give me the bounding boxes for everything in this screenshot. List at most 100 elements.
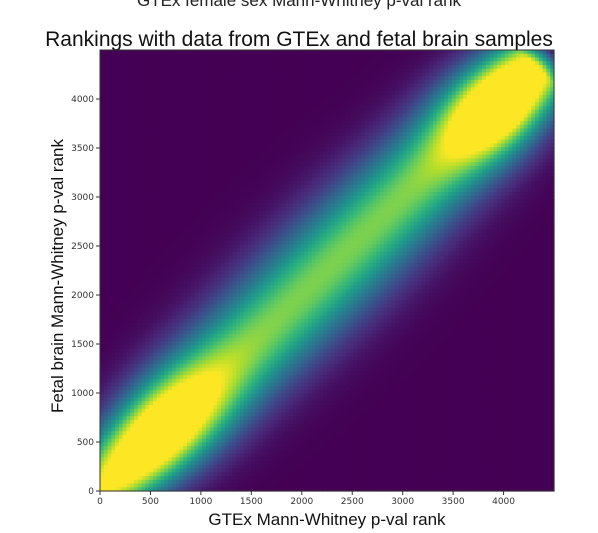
heatmap-cell (137, 169, 143, 174)
heatmap-cell (187, 87, 192, 92)
heatmap-cell (217, 427, 222, 432)
heatmap-cell (236, 218, 241, 223)
heatmap-cell (149, 132, 154, 137)
heatmap-cell (213, 68, 218, 74)
heatmap-cell (122, 476, 128, 481)
heatmap-cell (213, 150, 218, 156)
heatmap-cell (103, 352, 109, 358)
heatmap-cell (190, 479, 196, 485)
heatmap-cell (239, 322, 245, 328)
heatmap-cell (239, 91, 245, 96)
heatmap-cell (118, 98, 124, 103)
heatmap-cell (187, 98, 192, 103)
heatmap-cell (168, 442, 173, 447)
heatmap-cell (152, 154, 158, 159)
heatmap-cell (221, 206, 226, 212)
heatmap-cell (175, 277, 181, 283)
heatmap-cell (115, 72, 120, 77)
heatmap-cell (122, 132, 128, 137)
heatmap-cell (145, 296, 150, 301)
heatmap-cell (243, 83, 249, 88)
heatmap-cell (118, 240, 124, 245)
heatmap-cell (111, 304, 116, 309)
heatmap-cell (198, 300, 203, 305)
heatmap-cell (232, 483, 237, 488)
heatmap-cell (111, 386, 116, 391)
heatmap-cell (100, 423, 105, 429)
heatmap-cell (168, 192, 173, 197)
heatmap-cell (224, 431, 230, 436)
heatmap-cell (213, 192, 218, 197)
heatmap-cell (258, 180, 264, 186)
heatmap-cell (228, 446, 234, 451)
heatmap-cell (198, 270, 203, 275)
heatmap-cell (164, 457, 169, 462)
heatmap-cell (137, 363, 143, 369)
heatmap-cell (130, 442, 135, 447)
heatmap-cell (103, 337, 109, 343)
heatmap-cell (239, 221, 245, 227)
heatmap-cell (228, 453, 234, 458)
heatmap-cell (107, 292, 112, 298)
heatmap-cell (247, 117, 252, 122)
heatmap-cell (183, 259, 188, 264)
heatmap-cell (236, 135, 241, 141)
heatmap-cell (168, 483, 173, 488)
heatmap-cell (187, 270, 192, 275)
heatmap-cell (141, 173, 146, 178)
heatmap-cell (202, 109, 207, 115)
heatmap-cell (213, 285, 218, 290)
heatmap-cell (209, 386, 215, 391)
heatmap-cell (243, 124, 249, 130)
heatmap-cell (175, 180, 181, 186)
heatmap-cell (198, 337, 203, 343)
heatmap-cell (228, 322, 234, 328)
heatmap-cell (187, 348, 192, 354)
heatmap-cell (202, 91, 207, 96)
heatmap-cell (156, 289, 162, 294)
heatmap-cell (236, 483, 241, 488)
heatmap-cell (205, 244, 211, 249)
heatmap-cell (100, 390, 105, 395)
heatmap-cell (224, 106, 230, 111)
heatmap-cell (202, 102, 207, 107)
heatmap-cell (187, 285, 192, 290)
heatmap-cell (251, 427, 256, 432)
heatmap-cell (107, 367, 112, 373)
heatmap-cell (251, 352, 256, 358)
heatmap-cell (164, 277, 169, 283)
heatmap-cell (156, 330, 162, 335)
heatmap-cell (228, 427, 234, 432)
heatmap-cell (152, 117, 158, 122)
heatmap-cell (179, 274, 184, 279)
heatmap-cell (183, 206, 188, 212)
heatmap-cell (194, 57, 199, 62)
heatmap-cell (213, 487, 218, 492)
heatmap-cell (164, 162, 169, 167)
heatmap-cell (118, 169, 124, 174)
heatmap-cell (221, 113, 226, 118)
heatmap-cell (236, 240, 241, 245)
heatmap-cell (213, 464, 218, 470)
heatmap-cell (228, 206, 234, 212)
heatmap-cell (160, 479, 165, 485)
heatmap-cell (126, 203, 131, 208)
heatmap-cell (232, 255, 237, 260)
heatmap-cell (232, 292, 237, 298)
heatmap-cell (156, 64, 162, 70)
heatmap-cell (243, 102, 249, 107)
heatmap-cell (179, 233, 184, 238)
heatmap-cell (217, 390, 222, 395)
heatmap-cell (156, 461, 162, 466)
heatmap-cell (160, 158, 165, 163)
heatmap-cell (107, 311, 112, 316)
heatmap-cell (213, 423, 218, 429)
heatmap-cell (194, 438, 199, 444)
heatmap-cell (164, 427, 169, 432)
heatmap-cell (239, 446, 245, 451)
heatmap-cell (247, 397, 252, 402)
heatmap-cell (152, 206, 158, 212)
heatmap-cell (190, 304, 196, 309)
heatmap-cell (152, 363, 158, 369)
heatmap-cell (156, 173, 162, 178)
